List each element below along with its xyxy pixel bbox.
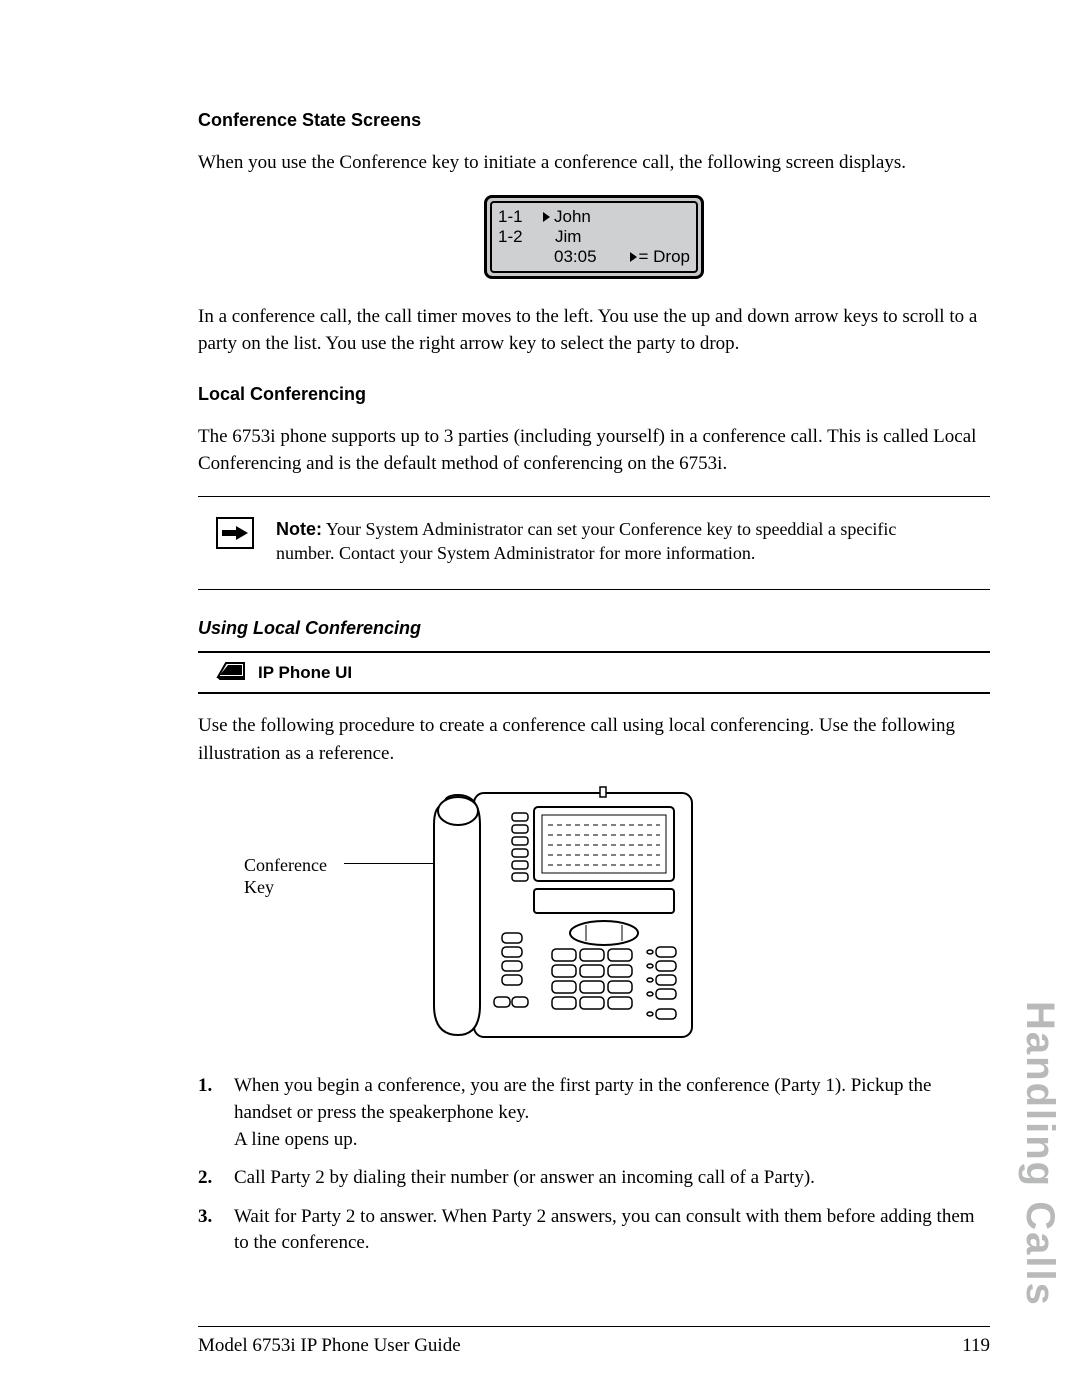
banner-rule-bot bbox=[198, 692, 990, 694]
phone-illustration bbox=[414, 785, 714, 1045]
step-3-text: Wait for Party 2 to answer. When Party 2… bbox=[234, 1206, 975, 1254]
lcd-r2-name: Jim bbox=[554, 227, 690, 247]
note-label: Note: bbox=[276, 519, 322, 539]
step-3: Wait for Party 2 to answer. When Party 2… bbox=[198, 1204, 990, 1257]
phone-callout-l2: Key bbox=[244, 877, 274, 897]
para-1: When you use the Conference key to initi… bbox=[198, 149, 990, 177]
note-block: Note: Your System Administrator can set … bbox=[198, 507, 990, 580]
banner-rule-top bbox=[198, 651, 990, 653]
lcd-r2-line: 1-2 bbox=[498, 227, 540, 247]
lcd-figure: 1-1 John 1-2 Jim 03:05 = Drop bbox=[198, 195, 990, 279]
note-rule-bottom bbox=[198, 589, 990, 590]
heading-local-conf: Local Conferencing bbox=[198, 384, 990, 405]
note-arrow-icon bbox=[216, 517, 254, 549]
para-2: In a conference call, the call timer mov… bbox=[198, 303, 990, 358]
heading-conf-state: Conference State Screens bbox=[198, 110, 990, 131]
footer-page-number: 119 bbox=[962, 1335, 990, 1357]
phone-icon bbox=[216, 659, 246, 686]
footer-left: Model 6753i IP Phone User Guide bbox=[198, 1335, 461, 1357]
note-text: Your System Administrator can set your C… bbox=[276, 519, 896, 563]
para-3: The 6753i phone supports up to 3 parties… bbox=[198, 423, 990, 478]
step-2: Call Party 2 by dialing their number (or… bbox=[198, 1165, 990, 1192]
lcd-drop: = Drop bbox=[630, 247, 691, 267]
lcd-r1-line: 1-1 bbox=[498, 207, 540, 227]
footer-rule bbox=[198, 1326, 990, 1327]
lcd-r1-name: John bbox=[554, 207, 690, 227]
lcd-timer: 03:05 bbox=[554, 247, 630, 267]
phone-callout-l1: Conference bbox=[244, 855, 327, 875]
section-tab: Handling Calls bbox=[1017, 1001, 1062, 1307]
lcd-drop-text: = Drop bbox=[639, 247, 691, 266]
phone-callout-label: Conference Key bbox=[244, 855, 327, 898]
step-1: When you begin a conference, you are the… bbox=[198, 1073, 990, 1153]
note-rule-top bbox=[198, 496, 990, 497]
step-1-text: When you begin a conference, you are the… bbox=[234, 1075, 931, 1149]
ip-phone-ui-label: IP Phone UI bbox=[258, 663, 352, 683]
phone-figure: Conference Key bbox=[198, 785, 990, 1055]
heading-using-local: Using Local Conferencing bbox=[198, 618, 990, 639]
para-4: Use the following procedure to create a … bbox=[198, 712, 990, 767]
triangle-icon bbox=[540, 207, 554, 227]
step-2-text: Call Party 2 by dialing their number (or… bbox=[234, 1167, 815, 1188]
ip-phone-ui-banner: IP Phone UI bbox=[198, 657, 990, 688]
steps-list: When you begin a conference, you are the… bbox=[198, 1073, 990, 1257]
